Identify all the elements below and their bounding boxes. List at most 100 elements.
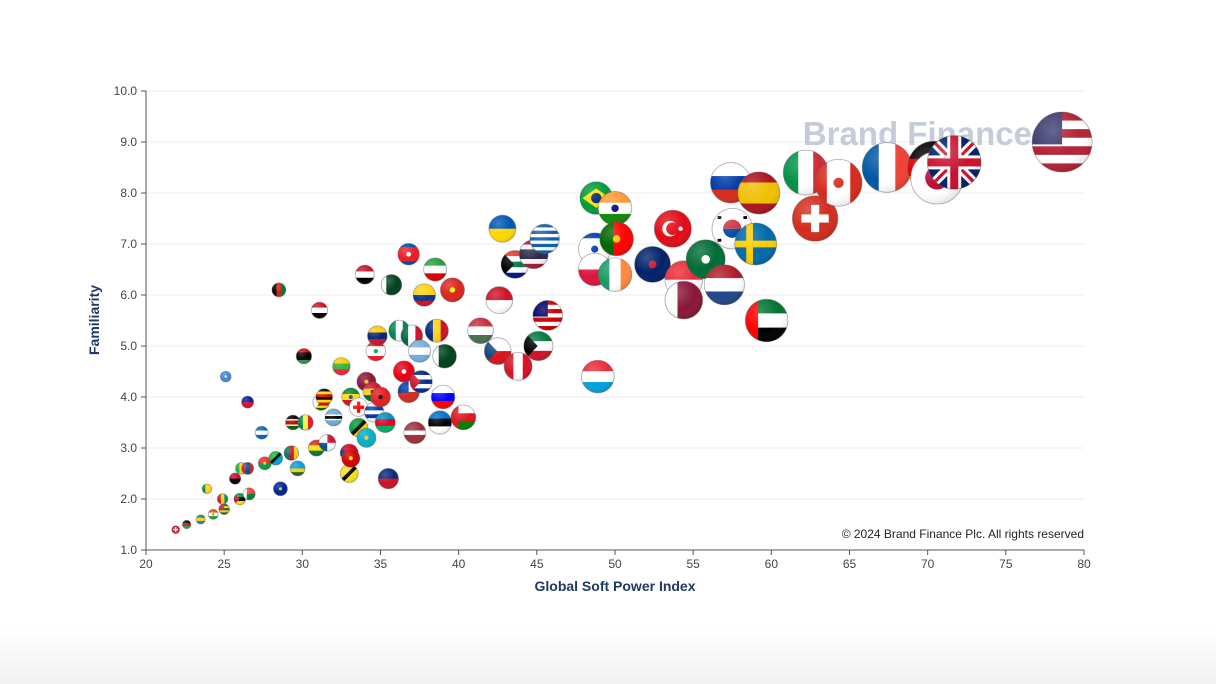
- flag-marker-colombia: [412, 283, 436, 307]
- y-tick-label: 1.0: [120, 543, 137, 557]
- flag-marker-malawi: [182, 519, 192, 530]
- flag-marker-togo: [218, 503, 230, 515]
- flag-marker-peru: [503, 352, 533, 381]
- flag-marker-burundi: [171, 525, 181, 534]
- y-tick-label: 6.0: [120, 288, 137, 302]
- flag-marker-qatar: [664, 280, 704, 320]
- flag-marker-georgia: [348, 397, 369, 417]
- flag-marker-hungary: [467, 317, 494, 344]
- flag-marker-greece: [529, 223, 560, 255]
- flag-marker-panama: [318, 434, 337, 452]
- flag-marker-kazakhstan: [356, 427, 377, 448]
- flag-marker-southafrica: [500, 250, 530, 279]
- flag-marker-tunisia: [392, 360, 415, 383]
- flag-marker-kuwait: [523, 331, 554, 361]
- flag-marker-france: [861, 142, 913, 193]
- flag-marker-usa: [1031, 111, 1093, 173]
- flag-marker-azerbaijan: [374, 412, 396, 433]
- flag-marker-uganda: [315, 388, 333, 406]
- copyright-note: © 2024 Brand Finance Plc. All rights res…: [842, 527, 1084, 541]
- flag-marker-cameroon: [283, 445, 300, 461]
- flag-marker-libya: [295, 348, 312, 365]
- axes: 1.0 2.0 3.0 4.0 5.0 6.0 7.0 8.0 9.0 10.0 20 25 30 35 4…: [114, 84, 1091, 571]
- x-tick-label: 30: [296, 557, 310, 571]
- flag-marker-netherlands: [703, 264, 745, 306]
- x-tick-label: 55: [686, 557, 700, 571]
- flag-marker-botswana: [324, 408, 343, 427]
- y-tick-label: 10.0: [114, 84, 138, 98]
- flag-marker-nicaragua: [254, 425, 269, 440]
- flag-marker-tanzania: [268, 450, 284, 466]
- flag-marker-brunei: [339, 464, 359, 483]
- x-tick-label: 40: [452, 557, 466, 571]
- flag-marker-senegal: [297, 414, 314, 431]
- flag-marker-brazil: [579, 181, 613, 215]
- flag-marker-bosnia: [273, 481, 288, 497]
- flag-marker-burkina: [257, 456, 272, 471]
- x-tick-label: 80: [1077, 557, 1091, 571]
- flag-marker-malaysia: [532, 300, 564, 331]
- flag-marker-slovenia: [430, 384, 456, 410]
- flag-marker-liechtenstein: [377, 468, 399, 490]
- x-tick-label: 45: [530, 557, 544, 571]
- flag-marker-pakistan: [380, 274, 403, 296]
- flag-marker-albania: [370, 386, 391, 408]
- flag-marker-india: [597, 191, 633, 226]
- y-tick-label: 5.0: [120, 339, 137, 353]
- y-tick-label: 4.0: [120, 390, 137, 404]
- flag-marker-uae: [744, 298, 789, 343]
- flag-marker-iran: [423, 257, 448, 282]
- y-tick-label: 7.0: [120, 237, 137, 251]
- x-tick-label: 25: [217, 557, 231, 571]
- flag-marker-guinea: [216, 493, 229, 505]
- flag-marker-indonesia: [485, 286, 514, 314]
- flag-marker-estonia: [427, 410, 452, 435]
- flag-marker-sweden: [734, 222, 778, 266]
- flag-marker-northkorea: [397, 243, 420, 266]
- flag-marker-somalia: [219, 370, 232, 383]
- x-tick-label: 75: [999, 557, 1013, 571]
- flag-marker-pakistan: [432, 343, 457, 369]
- bottom-band: [0, 628, 1216, 684]
- y-tick-label: 2.0: [120, 492, 137, 506]
- y-axis-title: Familiarity: [86, 285, 102, 355]
- x-tick-label: 20: [139, 557, 153, 571]
- y-tick-label: 3.0: [120, 441, 137, 455]
- x-tick-label: 70: [921, 557, 935, 571]
- gridlines: [146, 90, 1084, 551]
- flag-marker-rwanda: [289, 460, 306, 477]
- flag-marker-benin: [201, 483, 213, 495]
- x-tick-label: 65: [843, 557, 857, 571]
- flag-marker-gabon: [195, 514, 206, 525]
- x-tick-label: 50: [608, 557, 622, 571]
- flag-marker-canada: [814, 158, 863, 207]
- data-points: [171, 111, 1093, 534]
- flag-marker-haiti: [241, 395, 255, 409]
- flag-marker-madagascar: [242, 487, 256, 501]
- flag-marker-uk: [927, 135, 982, 190]
- flag-marker-ukraine: [488, 214, 517, 243]
- flag-marker-romania: [424, 318, 449, 343]
- flag-marker-cuba: [409, 370, 433, 394]
- flag-marker-angola: [229, 472, 242, 485]
- watermark: Brand Finance: [803, 115, 1032, 152]
- flag-marker-czech: [483, 337, 512, 365]
- flag-marker-oman: [450, 404, 477, 431]
- flag-marker-spain: [737, 171, 781, 215]
- flag-marker-ireland: [597, 257, 633, 292]
- flag-marker-venezuela: [367, 325, 388, 347]
- flag-marker-argentina: [408, 339, 432, 363]
- flag-marker-myanmar: [332, 357, 351, 376]
- flag-marker-niger: [207, 508, 219, 520]
- flag-marker-turkey: [653, 209, 692, 248]
- y-tick-label: 8.0: [120, 186, 137, 200]
- flag-marker-syria: [310, 301, 329, 319]
- flag-marker-portugal: [599, 221, 634, 257]
- flag-marker-afghanistan: [271, 282, 287, 298]
- flag-marker-iraq: [354, 264, 375, 285]
- flag-marker-luxembourg: [581, 359, 615, 394]
- x-tick-label: 35: [374, 557, 388, 571]
- flag-marker-newzealand: [634, 246, 671, 283]
- flag-marker-latvia: [403, 421, 427, 445]
